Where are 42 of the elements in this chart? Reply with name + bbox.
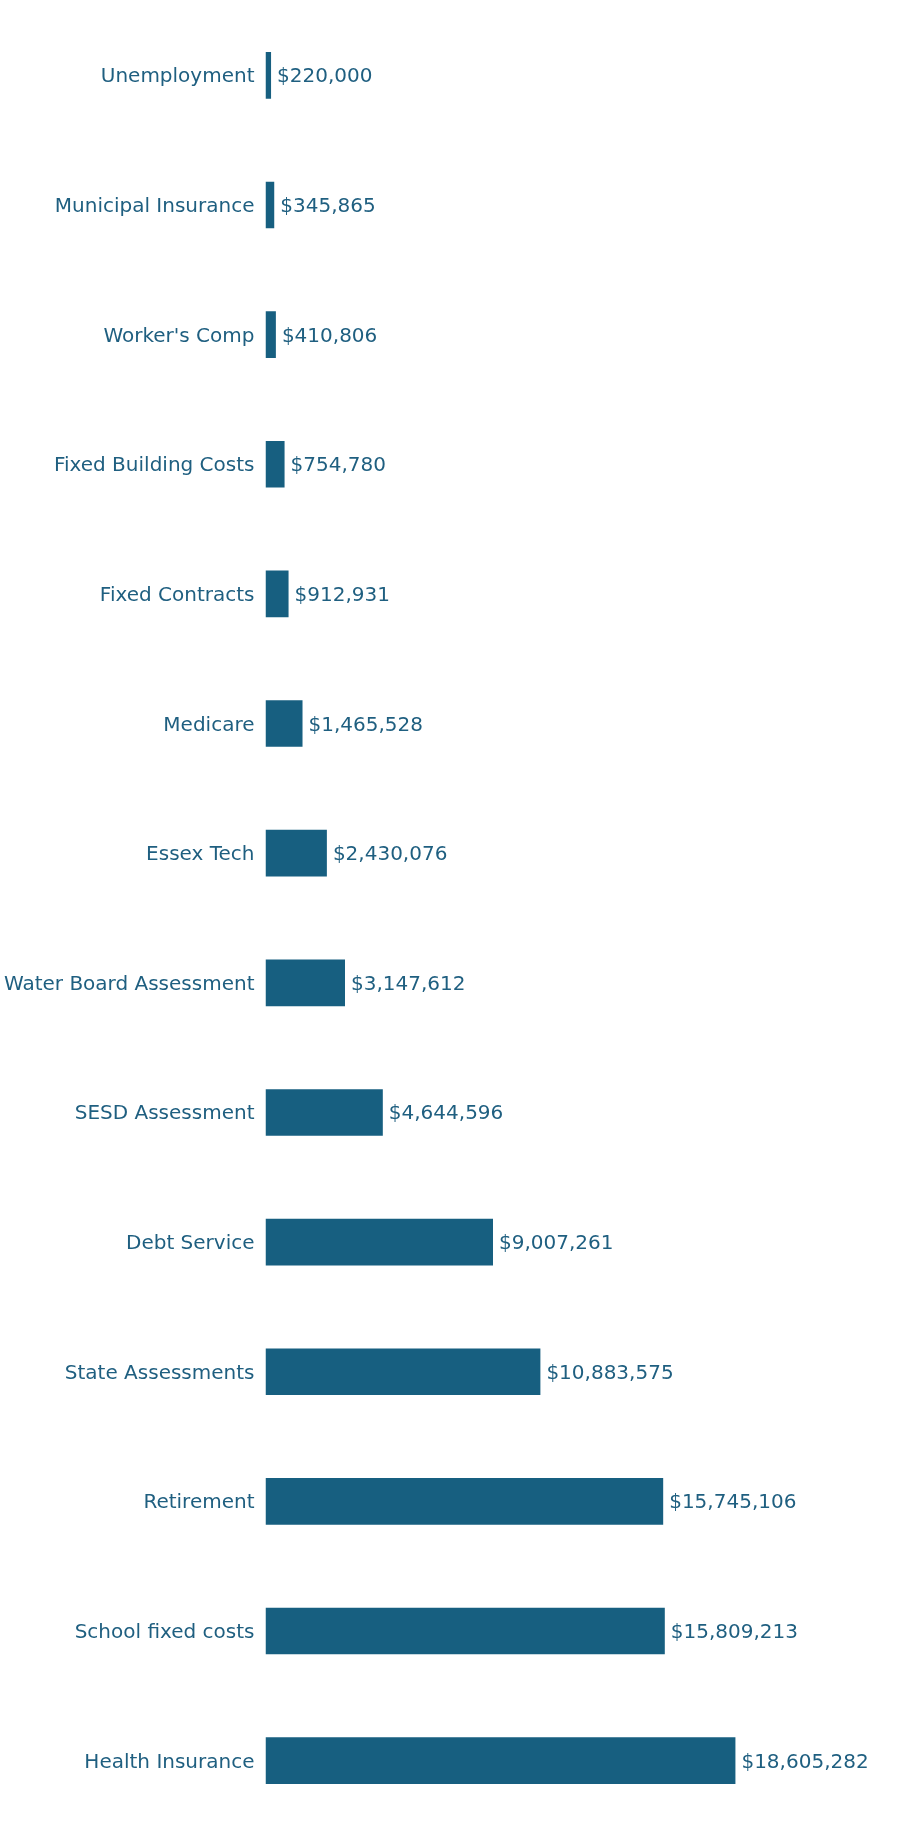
y-tick-label: Fixed Contracts [99, 581, 255, 606]
y-tick-label: Health Insurance [84, 1748, 255, 1773]
data-label: $3,147,612 [351, 970, 466, 995]
bar [265, 829, 327, 877]
y-tick-label: Fixed Building Costs [53, 452, 255, 477]
bar [265, 1737, 736, 1785]
data-label: $754,780 [290, 452, 386, 477]
data-label: $912,931 [294, 581, 390, 606]
bar [265, 51, 272, 99]
y-tick-label: State Assessments [64, 1359, 255, 1384]
data-label: $18,605,282 [741, 1748, 869, 1773]
bar [265, 181, 275, 229]
y-tick-label: Debt Service [125, 1230, 255, 1255]
bar [265, 311, 276, 358]
data-label: $1,465,528 [308, 711, 424, 736]
y-tick-label: Unemployment [100, 63, 255, 88]
bar [265, 1218, 493, 1266]
bar [265, 570, 289, 618]
data-label: $15,809,213 [670, 1619, 799, 1644]
data-label: $10,883,575 [546, 1359, 674, 1384]
data-label: $410,806 [281, 322, 378, 347]
bar [265, 440, 285, 488]
bar [265, 1478, 664, 1525]
data-label: $2,430,076 [332, 841, 448, 866]
y-tick-label: Water Board Assessment [3, 970, 255, 995]
y-tick-label: Retirement [143, 1489, 255, 1514]
bar [265, 700, 303, 747]
bar [265, 1607, 665, 1655]
y-tick-label: SESD Assessment [74, 1100, 255, 1125]
y-tick-label: Worker's Comp [103, 322, 255, 347]
data-label: $15,745,106 [669, 1489, 797, 1514]
data-label: $220,000 [277, 63, 373, 88]
bar [265, 959, 345, 1007]
y-tick-label: School fixed costs [74, 1619, 255, 1644]
bar [265, 1348, 541, 1396]
y-tick-label: Medicare [163, 711, 255, 736]
y-tick-label: Essex Tech [146, 841, 255, 866]
y-tick-label: Municipal Insurance [54, 192, 255, 217]
data-label: $345,865 [280, 192, 376, 217]
bar [265, 1089, 383, 1136]
data-label: $4,644,596 [388, 1100, 504, 1125]
data-label: $9,007,261 [499, 1230, 614, 1255]
